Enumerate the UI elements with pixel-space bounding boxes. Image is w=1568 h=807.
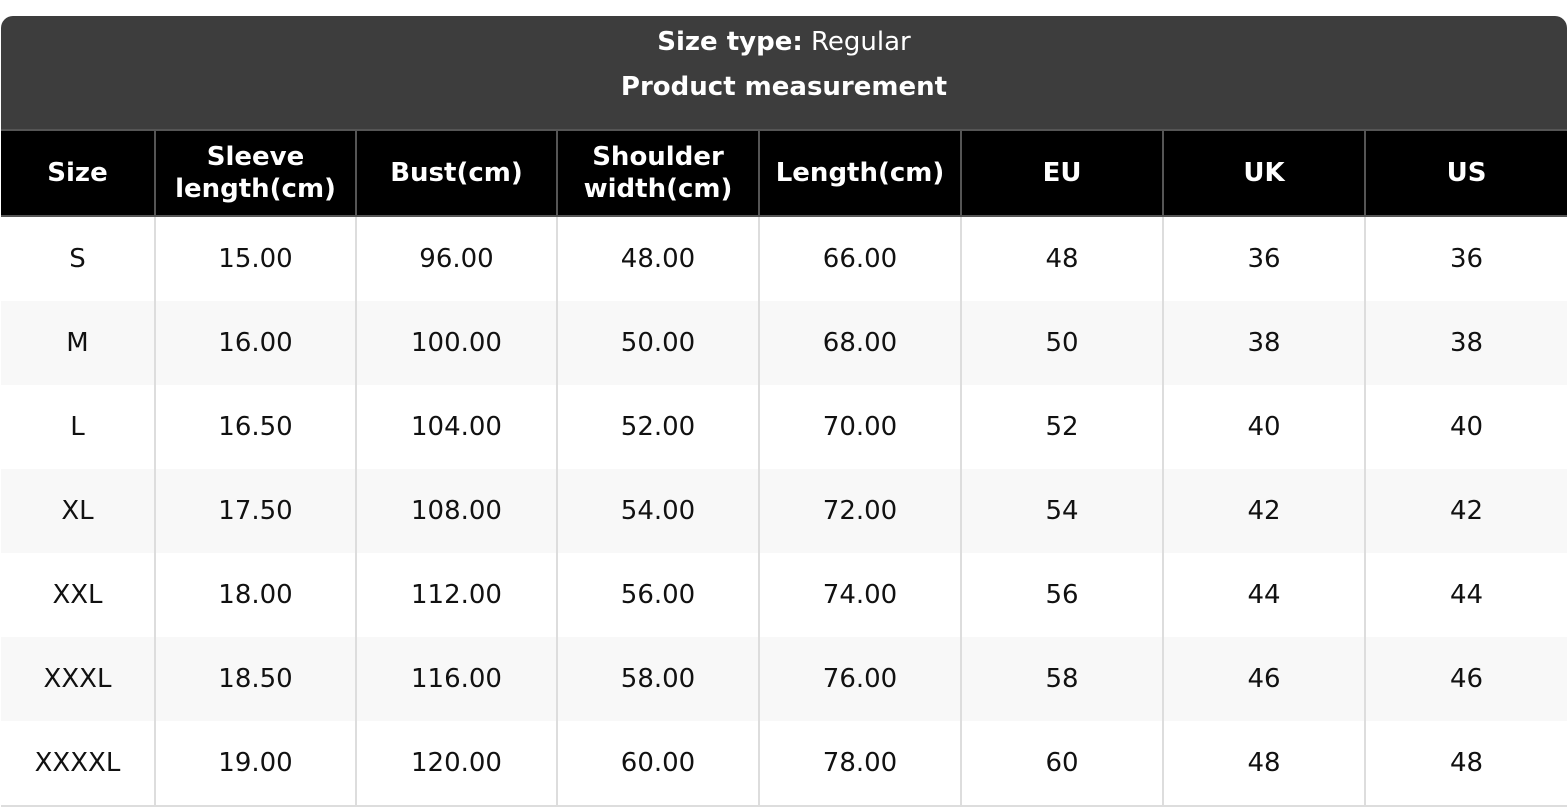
column-header: UK <box>1162 129 1366 217</box>
table-cell: 58 <box>960 637 1164 721</box>
table-row: L 16.50 104.00 52.00 70.00 52 40 40 <box>1 385 1567 469</box>
table-cell: XL <box>1 469 156 553</box>
table-cell: 16.50 <box>154 385 357 469</box>
table-cell: 76.00 <box>758 637 962 721</box>
table-cell: 58.00 <box>556 637 760 721</box>
table-cell: 44 <box>1162 553 1366 637</box>
table-cell: 18.00 <box>154 553 357 637</box>
table-cell: 40 <box>1364 385 1567 469</box>
table-cell: 36 <box>1162 216 1366 301</box>
table-cell: 120.00 <box>355 721 558 805</box>
table-cell: 74.00 <box>758 553 962 637</box>
table-cell: 68.00 <box>758 301 962 385</box>
table-cell: 96.00 <box>355 216 558 301</box>
column-header: US <box>1364 129 1567 217</box>
table-cell: 16.00 <box>154 301 357 385</box>
table-row: S 15.00 96.00 48.00 66.00 48 36 36 <box>1 216 1567 301</box>
table-cell: 17.50 <box>154 469 357 553</box>
table-cell: 52 <box>960 385 1164 469</box>
table-cell: 60.00 <box>556 721 760 805</box>
table-cell: 46 <box>1162 637 1366 721</box>
table-cell: 18.50 <box>154 637 357 721</box>
table-cell: 15.00 <box>154 216 357 301</box>
table-cell: 48.00 <box>556 216 760 301</box>
table-cell: 48 <box>960 216 1164 301</box>
table-cell: 46 <box>1364 637 1567 721</box>
table-cell: 48 <box>1162 721 1366 805</box>
table-cell: M <box>1 301 156 385</box>
table-cell: 72.00 <box>758 469 962 553</box>
column-header: Size <box>1 129 156 217</box>
table-row: XXXXL 19.00 120.00 60.00 78.00 60 48 48 <box>1 721 1567 805</box>
table-cell: 40 <box>1162 385 1366 469</box>
column-header: EU <box>960 129 1164 217</box>
table-cell: 78.00 <box>758 721 962 805</box>
table-row: XXXL 18.50 116.00 58.00 76.00 58 46 46 <box>1 637 1567 721</box>
table-cell: 54.00 <box>556 469 760 553</box>
table-cell: 56.00 <box>556 553 760 637</box>
table-cell: L <box>1 385 156 469</box>
table-row: M 16.00 100.00 50.00 68.00 50 38 38 <box>1 301 1567 385</box>
table-cell: S <box>1 216 156 301</box>
title-bar: Size type: Regular Product measurement <box>1 16 1567 129</box>
table-cell: 50 <box>960 301 1164 385</box>
table-cell: 38 <box>1364 301 1567 385</box>
table-cell: XXXXL <box>1 721 156 805</box>
table-cell: 50.00 <box>556 301 760 385</box>
table-cell: 116.00 <box>355 637 558 721</box>
table-cell: 19.00 <box>154 721 357 805</box>
table-row: XL 17.50 108.00 54.00 72.00 54 42 42 <box>1 469 1567 553</box>
table-cell: 66.00 <box>758 216 962 301</box>
table-cell: 54 <box>960 469 1164 553</box>
table-cell: XXXL <box>1 637 156 721</box>
size-table: Size Sleeve length(cm) Bust(cm) Shoulder wi… <box>1 129 1567 805</box>
table-cell: 56 <box>960 553 1164 637</box>
table-cell: 48 <box>1364 721 1567 805</box>
table-cell: 104.00 <box>355 385 558 469</box>
table-cell: 36 <box>1364 216 1567 301</box>
table-cell: 42 <box>1162 469 1366 553</box>
subtitle: Product measurement <box>620 72 948 102</box>
table-cell: 38 <box>1162 301 1366 385</box>
table-cell: 52.00 <box>556 385 760 469</box>
size-type: Size type: Regular <box>657 27 911 57</box>
table-cell: 44 <box>1364 553 1567 637</box>
column-header: Bust(cm) <box>355 129 558 217</box>
column-header: Length(cm) <box>758 129 962 217</box>
table-cell: 108.00 <box>355 469 558 553</box>
table-cell: 42 <box>1364 469 1567 553</box>
table-cell: 100.00 <box>355 301 558 385</box>
table-cell: XXL <box>1 553 156 637</box>
column-header: Sleeve length(cm) <box>154 129 357 217</box>
table-cell: 60 <box>960 721 1164 805</box>
column-header: Shoulder width(cm) <box>556 129 760 217</box>
table-cell: 70.00 <box>758 385 962 469</box>
table-cell: 112.00 <box>355 553 558 637</box>
size-chart: Size type: Regular Product measurement S… <box>1 16 1567 807</box>
table-row: XXL 18.00 112.00 56.00 74.00 56 44 44 <box>1 553 1567 637</box>
